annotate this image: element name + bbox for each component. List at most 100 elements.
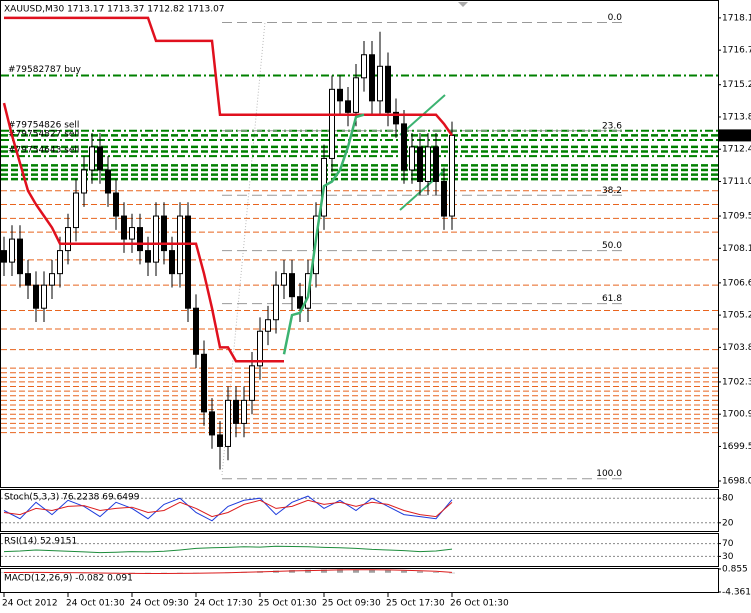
macd-bar [305,569,311,573]
macd-bar [321,569,327,573]
candle-body [257,330,263,367]
macd-bar [289,570,295,573]
x-tick-label: 24 Oct 2012 [2,599,58,609]
fib-label: 38.2 [602,186,622,196]
y-tick-label: 1709.5 [722,212,751,222]
candle-body [33,284,39,309]
candle-body [289,273,295,298]
y-tick-label: 70 [722,539,734,549]
candle-body [449,134,455,217]
y-tick-label: 1705.2 [722,311,751,321]
order-label: #79754826 sell [8,120,79,130]
indicator-line [3,499,453,518]
candle-body [97,146,103,171]
candle-body [217,434,223,447]
candle-body [377,65,383,102]
candle-body [425,146,431,182]
shift-marker [458,2,468,7]
candle-body [9,238,15,263]
y-tick-label: 1698.0 [722,477,751,487]
x-tick-label: 25 Oct 17:30 [386,599,445,609]
candle-body [393,111,399,125]
candle-body [297,296,303,309]
candle-body [161,215,167,252]
fib-label: 0.0 [608,13,623,23]
x-tick-label: 24 Oct 09:30 [130,599,189,609]
fib-label: 23.6 [602,121,622,131]
main-frame [0,0,719,488]
panel-title: Stoch(5,3,3) 76.2238 69.6499 [4,493,140,503]
candle-body [137,227,143,252]
macd-bar [417,571,423,573]
candle-body [81,169,87,194]
candle-body [233,399,239,424]
y-tick-label: 1702.3 [722,377,751,387]
fib-label: 50.0 [602,241,622,251]
y-tick-label: 0.855 [722,565,748,575]
current-price-label: 1713.0 [722,131,751,141]
candle-body [345,100,351,113]
x-tick-label: 24 Oct 17:30 [194,599,253,609]
chart-header: XAUUSD,M30 1713.17 1713.37 1712.82 1713.… [4,5,225,15]
candle-body [281,273,287,286]
y-tick-label: 1712.4 [722,145,751,155]
candle-body [65,227,71,252]
macd-bar [449,572,455,574]
candle-body [193,307,199,355]
indicator-line [282,113,365,355]
y-tick-label: 1703.8 [722,343,751,353]
rsi-frame [0,533,719,567]
indicator-line [2,102,284,363]
candle-body [353,77,359,113]
y-tick-label: 20 [722,518,734,528]
candle-body [49,273,55,286]
order-label: #79582787 buy [8,65,82,75]
candle-body [273,284,279,321]
indicator-line [3,545,453,554]
candle-body [153,215,159,263]
candle-body [201,353,207,413]
x-tick-label: 25 Oct 01:30 [258,599,317,609]
fib-label: 100.0 [596,469,622,479]
candle-body [329,88,335,159]
candle-body [249,365,255,401]
candle-body [209,411,215,436]
y-tick-label: -4.361 [722,588,751,598]
candle-body [337,88,343,102]
candle-body [105,169,111,194]
candle-body [89,146,95,171]
fib-trend-line [221,21,266,476]
macd-frame [0,568,719,593]
candle-body [25,273,31,286]
candle-body [145,250,151,263]
indicator-line [4,16,454,137]
candle-body [169,250,175,275]
candle-body [409,146,415,171]
y-tick-label: 1700.9 [722,410,751,420]
y-tick-label: 1715.2 [722,80,751,90]
macd-bar [433,572,439,573]
candle-body [433,146,439,182]
candle-body [401,123,407,171]
macd-bar [401,570,407,573]
fib-label: 61.8 [602,294,622,304]
x-tick-label: 26 Oct 01:30 [450,599,509,609]
candle-body [1,250,7,263]
stoch-frame [0,489,719,532]
x-tick-label: 24 Oct 01:30 [66,599,125,609]
y-tick-label: 1713.8 [722,112,751,122]
candle-body [185,215,191,309]
panel-title: MACD(12,26,9) -0.082 0.091 [4,574,133,584]
y-tick-label: 1699.5 [722,442,751,452]
order-label: #79754643 sell [8,146,79,156]
y-tick-label: 1708.1 [722,244,751,254]
candle-body [369,54,375,102]
candle-body [57,250,63,275]
candle-body [385,65,391,113]
candle-body [417,146,423,182]
signal-line [4,569,453,574]
current-price-box [719,129,751,142]
candle-body [225,399,231,447]
panel-title: RSI(14) 52.9151 [4,537,77,547]
y-tick-label: 1716.7 [722,46,751,56]
